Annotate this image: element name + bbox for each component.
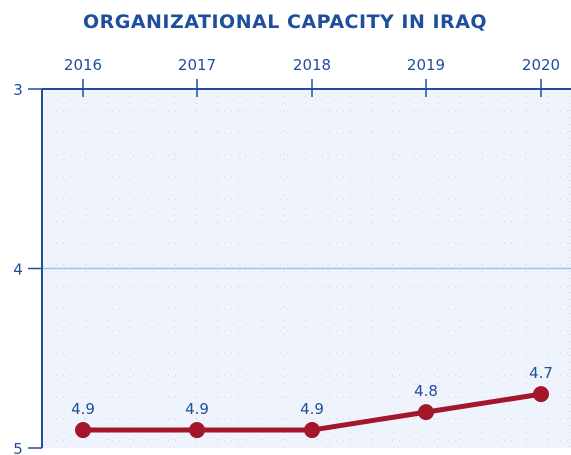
y-tick-label-4: 4 (13, 261, 23, 279)
data-point-2018 (304, 422, 320, 439)
data-label-2016: 4.9 (71, 400, 95, 418)
y-tick-label-3: 3 (13, 81, 23, 99)
axes: 2016 2017 2018 2019 2020 3 4 5 (13, 56, 571, 455)
y-tick-label-5: 5 (13, 440, 23, 455)
x-tick-label-2020: 2020 (522, 56, 560, 74)
data-point-2019 (418, 404, 434, 421)
data-label-2020: 4.7 (529, 364, 553, 382)
x-tick-label-2016: 2016 (64, 56, 102, 74)
x-tick-label-2019: 2019 (407, 56, 445, 74)
x-tick-label-2018: 2018 (293, 56, 331, 74)
grid (42, 89, 571, 448)
x-tick-label-2017: 2017 (178, 56, 216, 74)
data-label-2019: 4.8 (414, 382, 438, 400)
data-point-2020 (533, 386, 549, 403)
data-label-2017: 4.9 (185, 400, 209, 418)
data-label-2018: 4.9 (300, 400, 324, 418)
series-group: 4.9 4.9 4.9 4.8 4.7 (71, 364, 553, 439)
chart-title: ORGANIZATIONAL CAPACITY IN IRAQ (83, 11, 487, 33)
data-point-2016 (75, 422, 91, 439)
data-point-2017 (189, 422, 205, 439)
